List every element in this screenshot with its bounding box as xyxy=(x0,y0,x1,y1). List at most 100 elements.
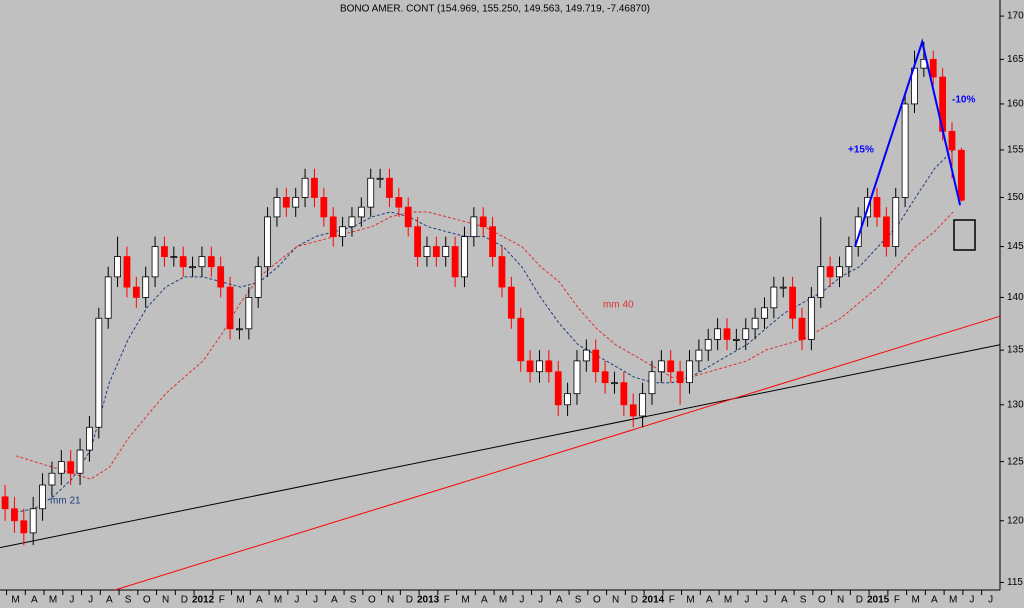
x-tick-label: F xyxy=(894,595,900,606)
x-tick-label: J xyxy=(763,595,768,606)
candle-body xyxy=(761,307,768,319)
candle-body xyxy=(11,508,18,522)
x-tick-label: M xyxy=(499,595,507,606)
x-tick-label: M xyxy=(49,595,57,606)
x-tick-label: M xyxy=(686,595,694,606)
annotation: +15% xyxy=(848,145,874,156)
candle-body xyxy=(845,246,853,268)
candle-body xyxy=(770,286,778,309)
candle-body xyxy=(432,246,440,257)
candle-body xyxy=(404,206,412,228)
x-tick-label: J xyxy=(69,595,74,606)
candle-body xyxy=(142,276,150,298)
candle-body xyxy=(320,197,328,218)
candle-body xyxy=(836,266,843,278)
x-tick-label: F xyxy=(219,595,225,606)
candle-body xyxy=(20,520,28,534)
y-tick-label: 135 xyxy=(1007,345,1024,356)
x-tick-label: M xyxy=(11,595,19,606)
y-tick-label: 155 xyxy=(1007,145,1024,156)
x-tick-label: M xyxy=(724,595,732,606)
candle-body xyxy=(639,393,647,417)
x-tick-label: A xyxy=(706,595,713,606)
trend-line xyxy=(114,315,1001,591)
target-box xyxy=(953,219,976,251)
candle-body xyxy=(592,349,600,373)
candle-body xyxy=(929,58,937,78)
x-tick-label: J xyxy=(538,595,543,606)
candle-body xyxy=(582,349,590,362)
candle-body xyxy=(264,216,271,268)
candle-body xyxy=(442,246,450,257)
x-tick-label: D xyxy=(406,595,413,606)
candle-body xyxy=(254,266,262,298)
x-tick-label: J xyxy=(294,595,299,606)
candle-body xyxy=(948,130,956,151)
candle-body xyxy=(395,197,403,208)
candle-body xyxy=(451,246,459,278)
candle-body xyxy=(123,256,131,288)
x-tick-label: O xyxy=(818,595,826,606)
candle-body xyxy=(245,297,253,330)
x-tick-label: A xyxy=(331,595,338,606)
candle-body xyxy=(686,360,693,384)
x-tick-label: J xyxy=(988,595,993,606)
candle-body xyxy=(86,426,93,451)
x-tick-label: 2014 xyxy=(642,595,665,606)
candle-body xyxy=(573,360,581,395)
x-tick-label: O xyxy=(143,595,151,606)
candle-body xyxy=(29,508,37,534)
candle-body xyxy=(423,246,431,257)
x-tick-label: A xyxy=(31,595,38,606)
candle-body xyxy=(517,317,525,362)
x-tick-label: S xyxy=(125,595,132,606)
candle-body xyxy=(742,328,750,340)
x-tick-label: O xyxy=(368,595,376,606)
x-tick-label: N xyxy=(837,595,844,606)
x-tick-label: A xyxy=(556,595,563,606)
candle-body xyxy=(957,149,965,201)
candle-body xyxy=(414,226,421,257)
x-tick-label: F xyxy=(444,595,450,606)
trend-line xyxy=(0,344,1001,549)
candle-body xyxy=(648,371,656,395)
candle-body xyxy=(348,216,356,228)
candle-body xyxy=(367,177,375,208)
candle-body xyxy=(376,177,384,180)
x-tick-label: A xyxy=(931,595,938,606)
candle-body xyxy=(301,177,309,198)
candle-body xyxy=(48,472,56,486)
candle-body xyxy=(779,286,787,289)
candle-body xyxy=(161,246,168,257)
x-tick-label: D xyxy=(181,595,188,606)
annotation: -10% xyxy=(952,95,975,106)
x-tick-label: J xyxy=(519,595,524,606)
y-tick-label: 120 xyxy=(1007,515,1024,526)
candle-body xyxy=(676,371,684,384)
candle-body xyxy=(620,382,628,406)
x-tick-label: A xyxy=(106,595,113,606)
candle-body xyxy=(901,103,909,198)
y-tick-label: 115 xyxy=(1007,577,1023,588)
candle-body xyxy=(386,177,393,198)
candle-body xyxy=(470,216,478,238)
candle-body xyxy=(629,404,637,417)
y-tick-label: 160 xyxy=(1007,99,1024,110)
candle-body xyxy=(57,461,65,474)
candle-body xyxy=(132,286,140,298)
candle-body xyxy=(339,226,346,238)
candle-body xyxy=(554,371,562,406)
candle-body xyxy=(854,216,862,247)
x-tick-label: A xyxy=(481,595,488,606)
candle-body xyxy=(536,360,543,373)
x-tick-label: N xyxy=(612,595,619,606)
candle-body xyxy=(564,393,571,406)
series-label: mm 40 xyxy=(603,300,634,311)
x-tick-label: 2015 xyxy=(867,595,890,606)
y-tick-label: 165 xyxy=(1007,54,1024,65)
candle-body xyxy=(67,461,75,474)
candle-body xyxy=(489,226,496,257)
candle-body xyxy=(217,266,225,288)
x-tick-label: M xyxy=(911,595,919,606)
